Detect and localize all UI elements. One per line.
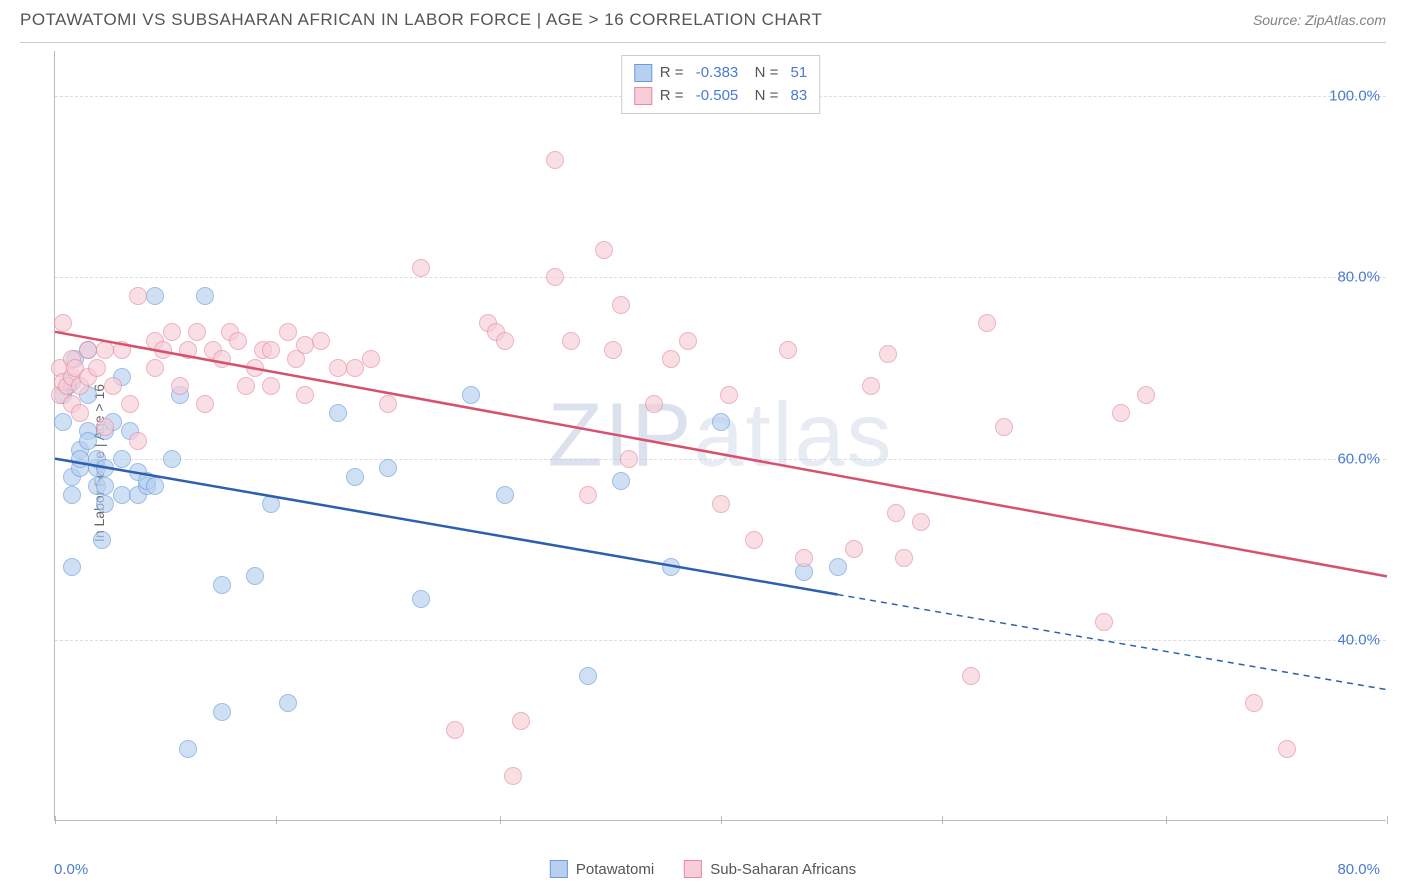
legend-swatch xyxy=(684,860,702,878)
source-attribution: Source: ZipAtlas.com xyxy=(1253,12,1386,28)
chart-title: POTAWATOMI VS SUBSAHARAN AFRICAN IN LABO… xyxy=(20,10,822,30)
legend-row-1: R = -0.383 N = 51 xyxy=(634,62,807,85)
r-value-1: -0.383 xyxy=(696,62,739,85)
series-name-2: Sub-Saharan Africans xyxy=(710,861,856,878)
r-label: R = xyxy=(660,85,688,108)
series-name-1: Potawatomi xyxy=(576,861,654,878)
n-value-1: 51 xyxy=(791,62,808,85)
series-legend: Potawatomi Sub-Saharan Africans xyxy=(550,860,856,878)
n-label: N = xyxy=(746,85,782,108)
chart-container: In Labor Force | Age > 16 ZIPatlas R = -… xyxy=(20,42,1386,882)
x-tick-max: 80.0% xyxy=(1337,861,1380,878)
plot-area: ZIPatlas R = -0.383 N = 51 R = -0.505 N … xyxy=(54,51,1386,821)
n-label: N = xyxy=(746,62,782,85)
x-tick xyxy=(1387,816,1388,824)
x-tick-min: 0.0% xyxy=(54,861,88,878)
legend-item-subsaharan: Sub-Saharan Africans xyxy=(684,860,856,878)
r-label: R = xyxy=(660,62,688,85)
legend-item-potawatomi: Potawatomi xyxy=(550,860,654,878)
n-value-2: 83 xyxy=(791,85,808,108)
legend-row-2: R = -0.505 N = 83 xyxy=(634,85,807,108)
r-value-2: -0.505 xyxy=(696,85,739,108)
legend-swatch-potawatomi xyxy=(634,64,652,82)
legend-swatch xyxy=(550,860,568,878)
correlation-legend: R = -0.383 N = 51 R = -0.505 N = 83 xyxy=(621,55,820,114)
legend-swatch-subsaharan xyxy=(634,87,652,105)
trend-lines xyxy=(55,51,1386,820)
